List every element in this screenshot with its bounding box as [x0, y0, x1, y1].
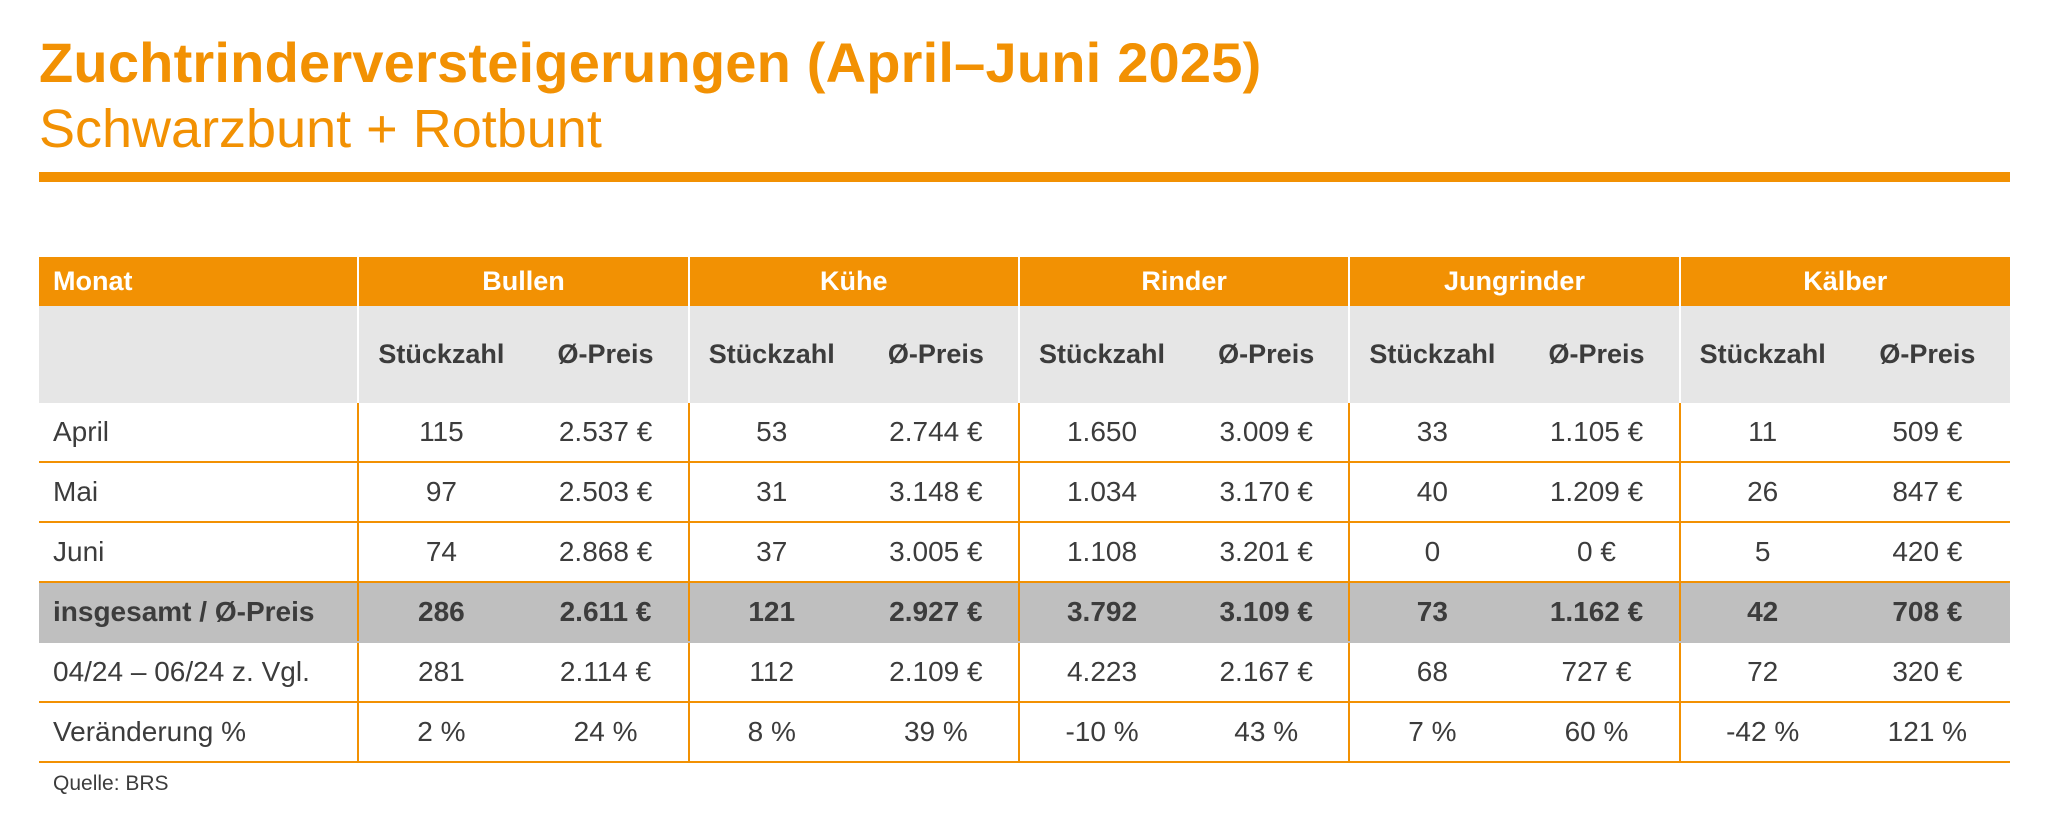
cell-kuehe-count: 37	[688, 522, 854, 583]
cell-bullen-count: 97	[358, 462, 524, 523]
sub-header-count: Stückzahl	[1018, 306, 1185, 403]
cell-jungrinder-price: 727 €	[1514, 641, 1681, 703]
cell-rinder-count: 3.792	[1018, 582, 1185, 643]
cell-kuehe-count: 121	[688, 582, 854, 643]
cell-bullen-price: 24 %	[523, 702, 690, 763]
cell-rinder-count: 1.650	[1018, 403, 1185, 463]
row-label: 04/24 – 06/24 z. Vgl.	[39, 641, 360, 703]
table-body: April 115 2.537 € 53 2.744 € 1.650 3.009…	[39, 403, 2010, 763]
row-label: Mai	[39, 462, 360, 523]
cell-kaelber-price: 420 €	[1844, 522, 2010, 583]
cell-kuehe-count: 8 %	[688, 702, 854, 763]
cell-bullen-count: 281	[358, 641, 524, 703]
cell-bullen-price: 2.114 €	[523, 641, 690, 703]
table-row-april: April 115 2.537 € 53 2.744 € 1.650 3.009…	[39, 403, 2010, 463]
cell-kuehe-count: 31	[688, 462, 854, 523]
cell-jungrinder-count: 73	[1349, 582, 1515, 643]
cell-kaelber-count: -42 %	[1679, 702, 1845, 763]
cell-jungrinder-price: 0 €	[1514, 522, 1681, 583]
source-note: Quelle: BRS	[53, 772, 169, 795]
cell-rinder-count: -10 %	[1018, 702, 1185, 763]
sub-header-price: Ø-Preis	[853, 306, 1020, 403]
cell-kaelber-count: 72	[1679, 641, 1845, 703]
sub-header-empty	[39, 306, 360, 403]
column-header-bullen: Bullen	[358, 257, 690, 306]
row-label: April	[39, 403, 360, 463]
sub-header-price: Ø-Preis	[1844, 306, 2010, 403]
row-label: insgesamt / Ø-Preis	[39, 582, 360, 643]
page-subtitle: Schwarzbunt + Rotbunt	[39, 99, 602, 159]
group-header-row: Monat Bullen Kühe Rinder Jungrinder Kälb…	[39, 257, 2010, 306]
column-header-rinder: Rinder	[1018, 257, 1351, 306]
cell-rinder-price: 3.009 €	[1184, 403, 1351, 463]
cell-kaelber-price: 708 €	[1844, 582, 2010, 643]
cell-rinder-count: 1.034	[1018, 462, 1185, 523]
cell-kaelber-price: 509 €	[1844, 403, 2010, 463]
table-row-juni: Juni 74 2.868 € 37 3.005 € 1.108 3.201 €…	[39, 522, 2010, 583]
table-row-total: insgesamt / Ø-Preis 286 2.611 € 121 2.92…	[39, 582, 2010, 643]
cell-rinder-count: 4.223	[1018, 641, 1185, 703]
cell-kaelber-price: 847 €	[1844, 462, 2010, 523]
cell-rinder-price: 3.170 €	[1184, 462, 1351, 523]
cell-jungrinder-price: 1.105 €	[1514, 403, 1681, 463]
sub-header-price: Ø-Preis	[1184, 306, 1351, 403]
cell-jungrinder-price: 1.209 €	[1514, 462, 1681, 523]
sub-header-count: Stückzahl	[1679, 306, 1845, 403]
cell-bullen-price: 2.537 €	[523, 403, 690, 463]
cell-rinder-count: 1.108	[1018, 522, 1185, 583]
cell-bullen-count: 74	[358, 522, 524, 583]
cell-kuehe-price: 39 %	[853, 702, 1020, 763]
cell-jungrinder-count: 0	[1349, 522, 1515, 583]
cell-kaelber-count: 5	[1679, 522, 1845, 583]
cell-jungrinder-count: 7 %	[1349, 702, 1515, 763]
cell-kaelber-price: 320 €	[1844, 641, 2010, 703]
cell-bullen-count: 115	[358, 403, 524, 463]
cell-bullen-price: 2.503 €	[523, 462, 690, 523]
cell-kuehe-price: 3.005 €	[853, 522, 1020, 583]
cell-jungrinder-price: 1.162 €	[1514, 582, 1681, 643]
cell-jungrinder-count: 33	[1349, 403, 1515, 463]
sub-header-count: Stückzahl	[1349, 306, 1515, 403]
sub-header-price: Ø-Preis	[1514, 306, 1681, 403]
column-header-kaelber: Kälber	[1679, 257, 2010, 306]
cell-jungrinder-count: 40	[1349, 462, 1515, 523]
table-row-previous-year: 04/24 – 06/24 z. Vgl. 281 2.114 € 112 2.…	[39, 641, 2010, 703]
cell-bullen-price: 2.868 €	[523, 522, 690, 583]
column-header-kuehe: Kühe	[688, 257, 1020, 306]
cell-rinder-price: 3.109 €	[1184, 582, 1351, 643]
cell-bullen-count: 2 %	[358, 702, 524, 763]
cell-kuehe-price: 2.927 €	[853, 582, 1020, 643]
column-header-month: Monat	[39, 257, 360, 306]
sub-header-row: Stückzahl Ø-Preis Stückzahl Ø-Preis Stüc…	[39, 306, 2010, 403]
cell-kuehe-price: 2.744 €	[853, 403, 1020, 463]
table-row-mai: Mai 97 2.503 € 31 3.148 € 1.034 3.170 € …	[39, 462, 2010, 523]
page-title: Zuchtrinderversteigerungen (April–Juni 2…	[39, 31, 1262, 94]
cell-kuehe-price: 2.109 €	[853, 641, 1020, 703]
cell-bullen-count: 286	[358, 582, 524, 643]
sub-header-count: Stückzahl	[358, 306, 524, 403]
table-row-change: Veränderung % 2 % 24 % 8 % 39 % -10 % 43…	[39, 702, 2010, 763]
cell-kaelber-count: 11	[1679, 403, 1845, 463]
row-label: Juni	[39, 522, 360, 583]
cell-bullen-price: 2.611 €	[523, 582, 690, 643]
cell-kuehe-count: 112	[688, 641, 854, 703]
cell-jungrinder-count: 68	[1349, 641, 1515, 703]
cell-kuehe-count: 53	[688, 403, 854, 463]
cell-kuehe-price: 3.148 €	[853, 462, 1020, 523]
sub-header-count: Stückzahl	[688, 306, 854, 403]
column-header-jungrinder: Jungrinder	[1349, 257, 1681, 306]
cell-rinder-price: 3.201 €	[1184, 522, 1351, 583]
row-label: Veränderung %	[39, 702, 360, 763]
cell-kaelber-price: 121 %	[1844, 702, 2010, 763]
auction-table: Monat Bullen Kühe Rinder Jungrinder Kälb…	[39, 257, 2010, 763]
cell-jungrinder-price: 60 %	[1514, 702, 1681, 763]
title-divider	[39, 172, 2010, 182]
cell-kaelber-count: 26	[1679, 462, 1845, 523]
cell-rinder-price: 2.167 €	[1184, 641, 1351, 703]
cell-kaelber-count: 42	[1679, 582, 1845, 643]
cell-rinder-price: 43 %	[1184, 702, 1351, 763]
sub-header-price: Ø-Preis	[523, 306, 690, 403]
